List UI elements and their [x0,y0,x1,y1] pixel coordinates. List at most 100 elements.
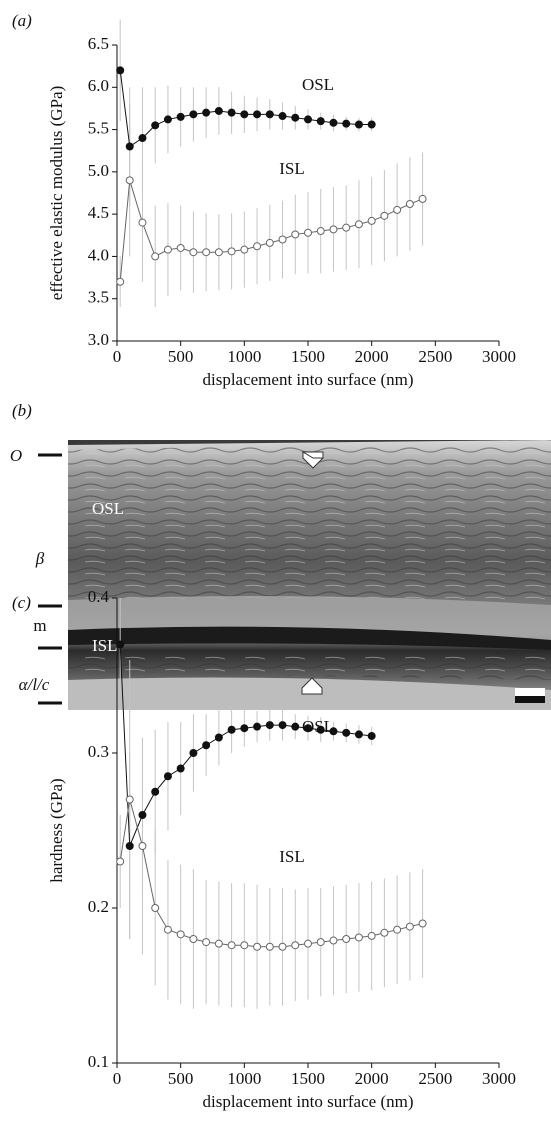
data-point [305,940,312,947]
data-point [164,773,171,780]
data-point [317,939,324,946]
data-point [355,221,362,228]
data-point [241,942,248,949]
data-point [330,119,337,126]
y-tick-label: 6.5 [88,34,109,53]
data-point [368,932,375,939]
y-tick-label: 0.3 [88,742,109,761]
y-axis-label: hardness (GPa) [47,778,66,882]
data-point [190,111,197,118]
data-point [177,244,184,251]
y-tick-label: 0.2 [88,897,109,916]
data-point [381,929,388,936]
y-tick-label: 4.0 [88,245,109,264]
x-tick-label: 500 [168,1069,194,1088]
data-point [215,107,222,114]
data-point [228,942,235,949]
data-point [406,923,413,930]
data-point [215,940,222,947]
data-point [292,114,299,121]
x-tick-label: 1500 [291,1069,325,1088]
data-point [117,278,124,285]
x-tick-label: 2000 [355,347,389,366]
y-tick-label: 0.1 [88,1052,109,1071]
data-point [419,195,426,202]
data-point [164,116,171,123]
data-point [126,143,133,150]
x-tick-label: 1000 [227,1069,261,1088]
data-point [177,765,184,772]
data-point [203,742,210,749]
data-point [139,219,146,226]
layer-label: m [33,616,46,635]
data-point [279,113,286,120]
data-point [177,931,184,938]
data-point [279,943,286,950]
data-point [266,239,273,246]
data-point [177,113,184,120]
data-point [203,109,210,116]
data-point [254,243,261,250]
data-point [368,217,375,224]
data-point [126,843,133,850]
x-tick-label: 0 [113,1069,122,1088]
data-point [190,249,197,256]
series-label: ISL [279,159,305,178]
data-point [126,177,133,184]
data-point [203,249,210,256]
data-point [164,246,171,253]
data-point [330,937,337,944]
x-tick-label: 2000 [355,1069,389,1088]
y-tick-label: 3.5 [88,288,109,307]
data-point [228,248,235,255]
scale-bar [515,696,545,703]
panel-label: (a) [12,11,32,30]
data-point [368,732,375,739]
panel-label: (b) [12,401,32,420]
data-point [203,939,210,946]
scale-bar [515,688,545,696]
data-point [190,936,197,943]
data-point [343,729,350,736]
layer-label: α/l/c [19,675,50,694]
layer-ticks [38,455,62,703]
data-point [139,812,146,819]
data-point [394,926,401,933]
data-point [241,246,248,253]
data-point [139,135,146,142]
data-point [343,936,350,943]
data-point [368,121,375,128]
data-point [126,796,133,803]
data-point [381,212,388,219]
data-point [394,206,401,213]
x-tick-label: 2500 [418,1069,452,1088]
data-point [343,120,350,127]
region-label: ISL [92,636,118,655]
x-axis-label: displacement into surface (nm) [202,370,413,389]
data-point [228,726,235,733]
data-point [228,109,235,116]
region-label: OSL [92,499,124,518]
data-point [241,725,248,732]
data-point [215,734,222,741]
data-point [266,722,273,729]
data-point [406,200,413,207]
data-point [266,111,273,118]
series-line [120,800,422,947]
data-point [152,905,159,912]
data-point [254,111,261,118]
data-point [190,750,197,757]
data-point [241,111,248,118]
data-point [305,116,312,123]
y-tick-label: 5.5 [88,118,109,137]
y-tick-label: 5.0 [88,161,109,180]
figure: OSL ISL (b) O β m α/l/c (a)3.03.54.04.55… [0,0,551,1133]
data-point [254,723,261,730]
x-tick-label: 3000 [482,347,516,366]
x-tick-label: 500 [168,347,194,366]
data-point [305,229,312,236]
data-point [355,731,362,738]
micrograph: OSL ISL (b) O β m α/l/c [10,401,551,710]
x-tick-label: 1500 [291,347,325,366]
series-label: OSL [302,75,334,94]
